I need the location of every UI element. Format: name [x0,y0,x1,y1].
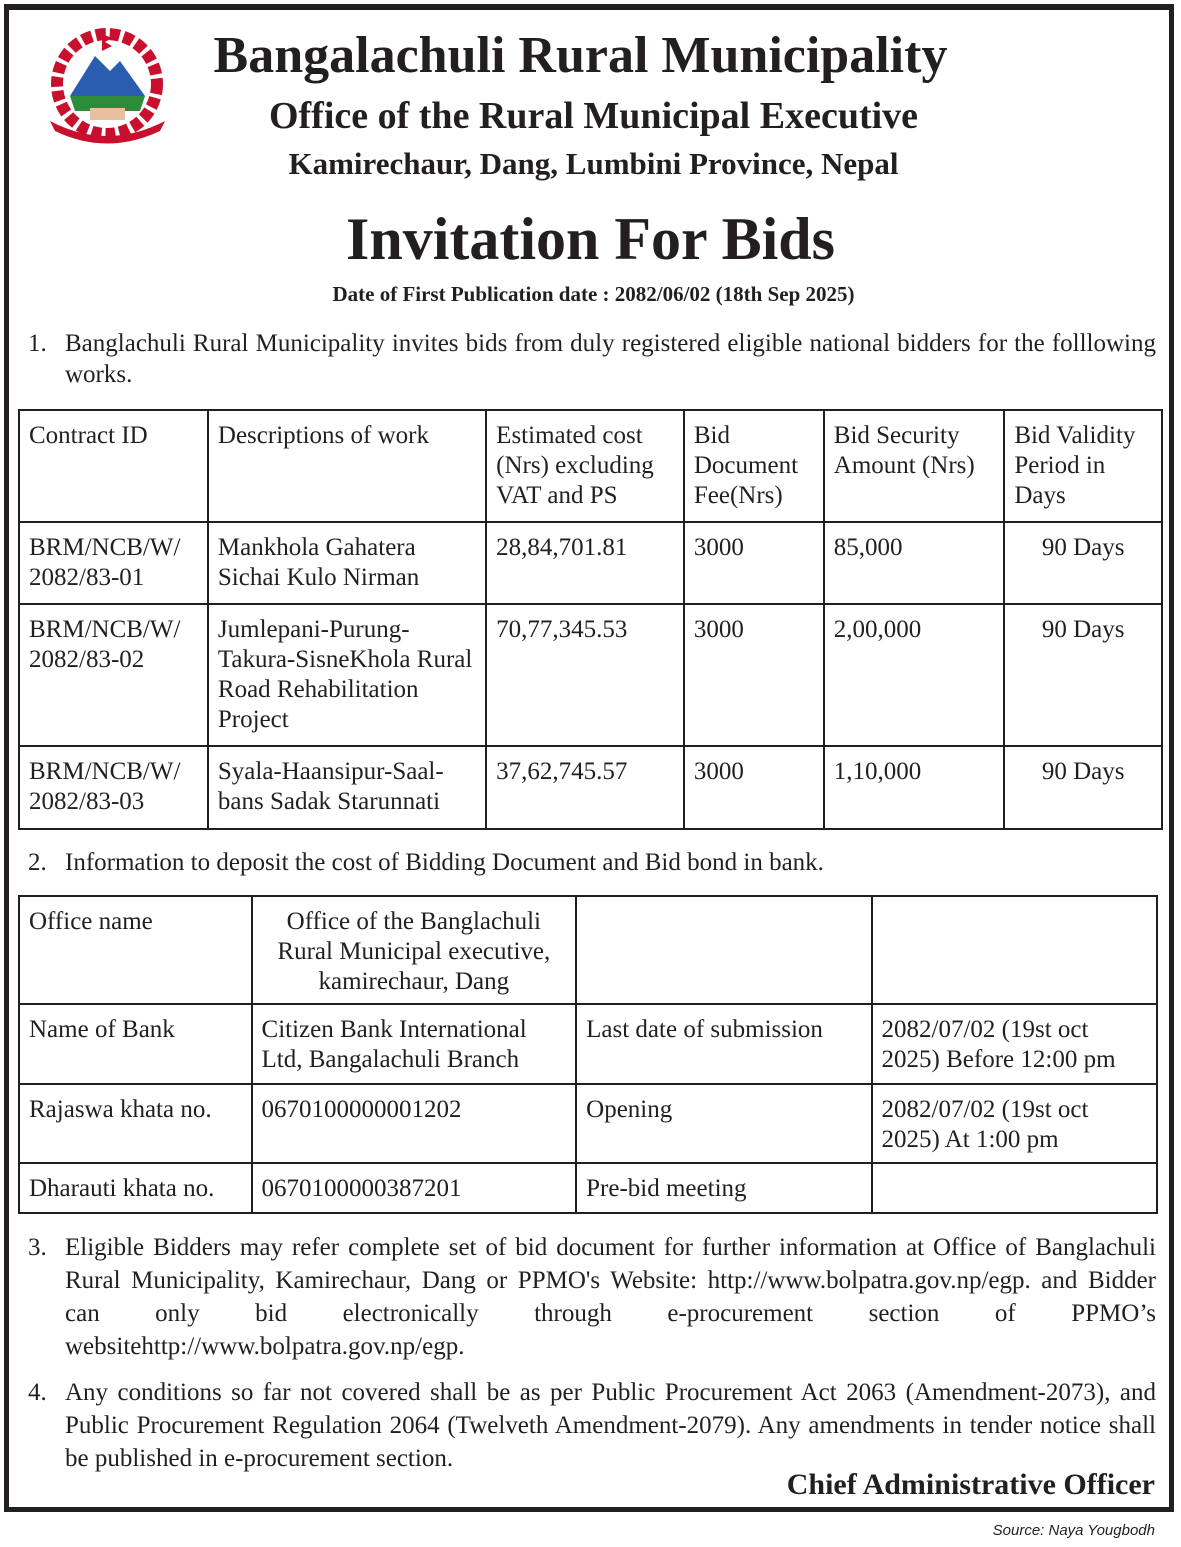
label-cell [575,895,873,1005]
notice-title: Invitation For Bids [346,206,835,272]
document-fee: 3000 [682,521,825,605]
value-cell: 0670100000001202 [250,1083,578,1164]
header-cell: Bid Document Fee(Nrs) [682,409,825,523]
paragraph-3: 3. Eligible Bidders may refer complete se… [28,1231,1156,1363]
paragraph-number: 1. [28,330,47,357]
office-name: Office of the Rural Municipal Executive [268,95,919,137]
label-cell: Pre-bid meeting [575,1162,873,1214]
paragraph-1: 1. Banglachuli Rural Municipality invites… [28,328,1156,390]
table-row: Name of Bank Citizen Bank International … [18,1003,1159,1085]
paragraph-4: 4. Any conditions so far not covered shal… [28,1376,1156,1475]
publication-date: Date of First Publication date : 2082/06… [332,282,855,306]
estimated-cost: 70,77,345.53 [485,603,685,747]
work-description: Mankhola Gahatera Sichai Kulo Nirman [206,521,488,605]
label-cell: Last date of submission [575,1003,873,1085]
validity-period: 90 Days [1003,521,1163,605]
value-cell: Citizen Bank International Ltd, Bangalac… [250,1003,578,1085]
contract-id: BRM/NCB/W/ 2082/83-03 [18,745,209,830]
value-cell: 0670100000387201 [250,1162,578,1214]
paragraph-text: Eligible Bidders may refer complete set … [65,1234,1156,1360]
security-amount: 1,10,000 [822,745,1006,830]
paragraph-text: Banglachuli Rural Municipality invites b… [65,330,1156,388]
paragraph-number: 3. [28,1234,47,1261]
header-cell: Bid Validity Period in Days [1003,409,1163,523]
municipality-name: Bangalachuli Rural Municipality [213,27,948,84]
validity-period: 90 Days [1003,745,1163,830]
contract-id: BRM/NCB/W/ 2082/83-01 [18,521,209,605]
paragraph-text: Information to deposit the cost of Biddi… [65,849,824,876]
label-cell: Dharauti khata no. [18,1162,253,1214]
document-fee: 3000 [682,603,825,747]
address: Kamirechaur, Dang, Lumbini Province, Nep… [288,146,899,181]
contract-id: BRM/NCB/W/ 2082/83-02 [18,603,209,747]
security-amount: 85,000 [822,521,1006,605]
value-cell: 2082/07/02 (19st oct 2025) At 1:00 pm [870,1083,1159,1164]
header-cell: Bid Security Amount (Nrs) [822,409,1006,523]
value-cell: 2082/07/02 (19st oct 2025) Before 12:00 … [870,1003,1159,1085]
table-row: Office name Office of the Banglachuli Ru… [18,895,1159,1005]
notice-border [4,4,1174,1512]
paragraph-text: Any conditions so far not covered shall … [65,1379,1156,1472]
value-cell: Office of the Banglachuli Rural Municipa… [250,895,578,1005]
label-cell: Name of Bank [18,1003,253,1085]
work-description: Jumlepani-Purung-Takura-SisneKhola Rural… [206,603,488,747]
estimated-cost: 28,84,701.81 [485,521,685,605]
security-amount: 2,00,000 [822,603,1006,747]
estimated-cost: 37,62,745.57 [485,745,685,830]
label-cell: Opening [575,1083,873,1164]
header-cell: Contract ID [18,409,209,523]
label-cell: Office name [18,895,253,1005]
table-row: BRM/NCB/W/ 2082/83-03 Syala-Haansipur-Sa… [18,745,1163,830]
signature-title: Chief Administrative Officer [786,1468,1155,1501]
works-table: Contract ID Descriptions of work Estimat… [18,409,1163,830]
paragraph-number: 4. [28,1379,47,1406]
nepal-emblem-logo [50,28,165,144]
table-row: BRM/NCB/W/ 2082/83-01 Mankhola Gahatera … [18,521,1163,605]
table-row: BRM/NCB/W/ 2082/83-02 Jumlepani-Purung-T… [18,603,1163,747]
header-cell: Descriptions of work [206,409,488,523]
document-fee: 3000 [682,745,825,830]
label-cell: Rajaswa khata no. [18,1083,253,1164]
paragraph-2: 2. Information to deposit the cost of Bid… [28,847,1156,878]
value-cell [870,895,1159,1005]
bank-info-table: Office name Office of the Banglachuli Ru… [18,895,1159,1214]
paragraph-number: 2. [28,849,47,876]
header-cell: Estimated cost (Nrs) excluding VAT and P… [485,409,685,523]
value-cell [870,1162,1159,1214]
source-credit: Source: Naya Yougbodh [992,1522,1155,1539]
validity-period: 90 Days [1003,603,1163,747]
table-row: Dharauti khata no. 0670100000387201 Pre-… [18,1162,1159,1214]
table-row: Rajaswa khata no. 0670100000001202 Openi… [18,1083,1159,1164]
table-header-row: Contract ID Descriptions of work Estimat… [18,409,1163,523]
work-description: Syala-Haansipur-Saal-bans Sadak Starunna… [206,745,488,830]
